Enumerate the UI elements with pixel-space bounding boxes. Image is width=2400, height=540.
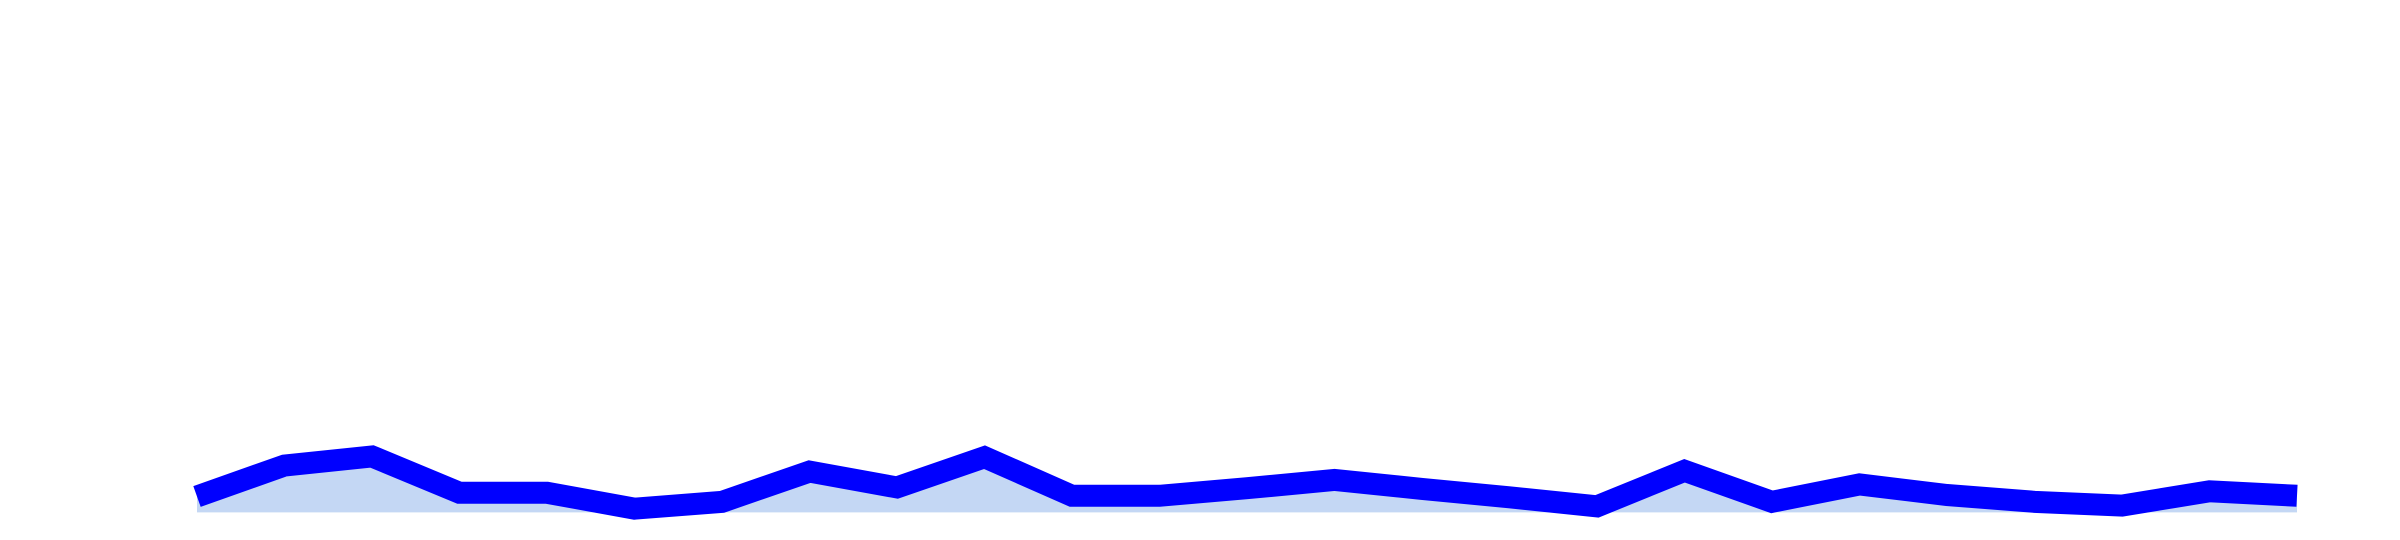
data-point-6 [624, 498, 646, 520]
data-point-8 [799, 461, 821, 483]
data-point-23 [2111, 495, 2133, 517]
data-point-2 [274, 455, 296, 477]
data-point-20 [1849, 473, 1871, 495]
data-point-12 [1149, 485, 1171, 507]
data-point-13 [1236, 477, 1258, 499]
data-point-25 [2286, 485, 2308, 507]
data-point-19 [1761, 491, 1783, 513]
data-point-3 [361, 445, 383, 467]
data-point-24 [2199, 480, 2221, 502]
data-point-7 [711, 491, 733, 513]
data-point-11 [1061, 485, 1083, 507]
data-point-5 [536, 482, 558, 504]
data-point-14 [1324, 469, 1346, 491]
data-point-15 [1411, 478, 1433, 500]
data-point-21 [1936, 484, 1958, 506]
series-line [193, 445, 2298, 520]
data-point-18 [1674, 460, 1696, 482]
data-point-9 [886, 476, 908, 498]
data-point-22 [2024, 491, 2046, 513]
series-line-layer [193, 445, 2298, 520]
data-point-10 [974, 446, 996, 468]
data-point-4 [449, 482, 471, 504]
data-point-1 [186, 486, 208, 508]
data-point-16 [1499, 486, 1521, 508]
data-point-17 [1586, 495, 1608, 517]
